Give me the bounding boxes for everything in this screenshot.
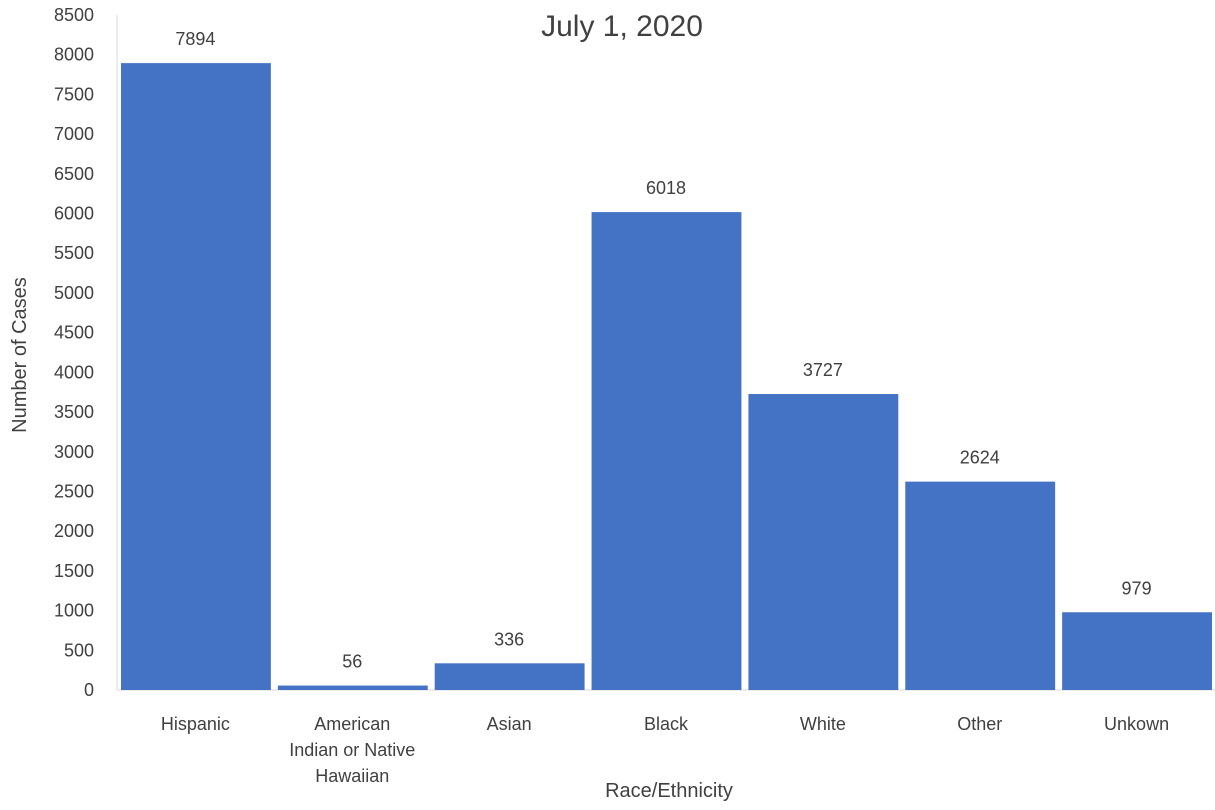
bar-data-label: 3727: [803, 360, 843, 380]
x-tick-label-line: Indian or Native: [289, 740, 415, 760]
bar: [277, 685, 428, 690]
y-tick-label: 500: [64, 640, 94, 660]
bar-data-label: 56: [342, 652, 362, 672]
bar-data-label: 336: [494, 629, 524, 649]
y-tick-label: 7500: [54, 84, 94, 104]
x-tick-label: Black: [644, 714, 689, 734]
x-tick-labels: Hispanic American Indian or Native Hawaiian…: [161, 714, 1169, 786]
bar: [121, 63, 271, 690]
y-tick-labels: 0 500 1000 1500 2000 2500 3000 3500 4000 4500 5000…: [54, 5, 94, 700]
y-tick-label: 2000: [54, 521, 94, 541]
y-tick-label: 6000: [54, 204, 94, 224]
bar: [434, 663, 585, 690]
y-axis-title: Number of Cases: [9, 277, 31, 433]
bar-data-label: 979: [1122, 578, 1152, 598]
y-tick-label: 3500: [54, 402, 94, 422]
y-tick-label: 1000: [54, 601, 94, 621]
data-labels: 7894 56 336 6018 3727 2624 979: [175, 29, 1151, 671]
y-tick-label: 3000: [54, 442, 94, 462]
x-axis-title: Race/Ethnicity: [605, 780, 733, 802]
x-tick-label-line: Hawaiian: [315, 766, 389, 786]
bars: [121, 63, 1212, 690]
x-tick-label-line: Hispanic: [161, 714, 230, 734]
x-tick-label: Unkown: [1104, 714, 1169, 734]
x-tick-label-line: White: [800, 714, 846, 734]
y-tick-label: 2500: [54, 481, 94, 501]
y-tick-label: 8500: [54, 5, 94, 25]
x-tick-label-line: Black: [644, 714, 689, 734]
x-tick-label: Asian: [487, 714, 532, 734]
x-tick-label: Other: [957, 714, 1002, 734]
chart-title: July 1, 2020: [541, 10, 703, 43]
x-tick-label: Hispanic: [161, 714, 230, 734]
y-tick-label: 5000: [54, 283, 94, 303]
y-tick-label: 4500: [54, 323, 94, 343]
y-tick-label: 7000: [54, 124, 94, 144]
x-tick-label-line: American: [314, 714, 390, 734]
bar: [591, 212, 742, 690]
x-tick-label-line: Asian: [487, 714, 532, 734]
x-tick-label: American Indian or Native Hawaiian: [289, 714, 415, 786]
bar-data-label: 6018: [646, 178, 686, 198]
y-tick-label: 6500: [54, 164, 94, 184]
y-tick-label: 5500: [54, 243, 94, 263]
bar: [748, 394, 899, 690]
x-tick-label: White: [800, 714, 846, 734]
x-tick-label-line: Unkown: [1104, 714, 1169, 734]
y-tick-label: 4000: [54, 362, 94, 382]
bar-data-label: 2624: [960, 448, 1000, 468]
bar: [1062, 612, 1212, 690]
y-tick-label: 0: [84, 680, 94, 700]
bar-data-label: 7894: [175, 29, 215, 49]
x-tick-label-line: Other: [957, 714, 1002, 734]
y-tick-label: 1500: [54, 561, 94, 581]
y-tick-label: 8000: [54, 45, 94, 65]
bar: [905, 481, 1056, 690]
